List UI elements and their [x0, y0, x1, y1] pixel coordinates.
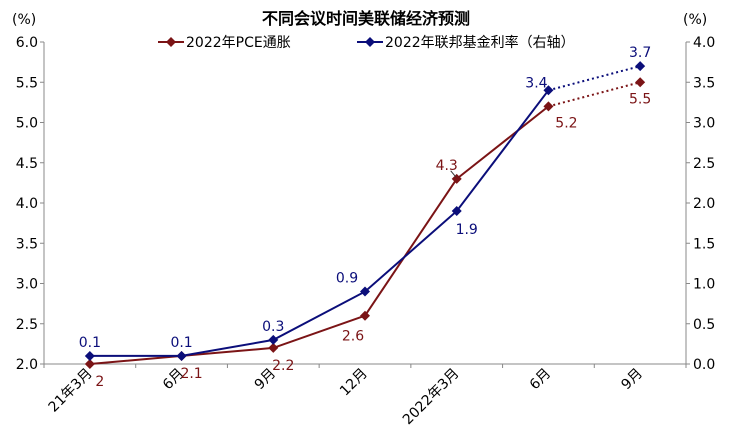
- data-point: [360, 310, 370, 321]
- x-tick-label: 21年3月: [46, 366, 96, 416]
- data-label: 2.2: [272, 358, 294, 374]
- y-left-tick-label: 3.0: [16, 277, 38, 293]
- y-right-tick-label: 0.5: [693, 317, 715, 333]
- data-label: 2: [95, 374, 104, 390]
- data-point: [176, 350, 187, 361]
- series-layer: [84, 61, 646, 369]
- y-right-tick-label: 1.5: [693, 236, 715, 252]
- y-left-tick-label: 5.5: [16, 75, 38, 91]
- y-left-tick-label: 5.0: [16, 116, 38, 132]
- y-right-tick-label: 1.0: [693, 277, 715, 293]
- data-label: 4.3: [436, 158, 458, 174]
- data-label: 0.1: [79, 335, 101, 351]
- data-label: 0.1: [170, 335, 192, 351]
- axes: 2.0 2.5 3.0 3.5 4.0 4.5 5.0 5.5 6.0 0.0 0.5 1.0 1.5 2…: [16, 35, 716, 428]
- series-line-1: [89, 89, 550, 357]
- data-label: 3.7: [629, 45, 651, 61]
- y-left-tick-label: 6.0: [16, 35, 38, 51]
- legend-item-fed-rate: 2022年联邦基金利率（右轴）: [357, 34, 575, 51]
- chart-title: 不同会议时间美联储经济预测: [262, 9, 470, 28]
- data-labels-layer: 2 2.1 2.2 2.6 4.3 5.2 5.5 0.1 0.1 0.3 0.9 1.9 3.4 3.7: [79, 45, 652, 390]
- data-label: 2.6: [342, 329, 364, 345]
- y-right-tick-label: 2.5: [693, 156, 715, 172]
- data-point: [268, 342, 279, 353]
- data-point: [360, 286, 370, 297]
- data-label: 0.9: [336, 271, 358, 287]
- x-tick-label: 2022年3月: [400, 366, 463, 429]
- data-label: 5.2: [555, 115, 577, 131]
- y-right-tick-label: 4.0: [693, 35, 715, 51]
- data-point: [451, 173, 462, 184]
- series-projection-line-1: [548, 65, 641, 92]
- data-point: [451, 206, 462, 217]
- legend: 2022年PCE通胀 2022年联邦基金利率（右轴）: [158, 34, 575, 51]
- y-right-tick-label: 0.0: [693, 357, 715, 373]
- y-right-tick-label: 2.0: [693, 196, 715, 212]
- y-left-tick-label: 4.0: [16, 196, 38, 212]
- legend-marker-pce: [166, 37, 176, 47]
- data-point: [84, 359, 95, 369]
- data-point: [543, 101, 554, 112]
- x-tick-label: 12月: [337, 366, 371, 400]
- legend-label-fed-rate: 2022年联邦基金利率（右轴）: [385, 34, 575, 51]
- x-tick-label: 6月: [527, 366, 555, 394]
- y-right-unit: (%): [683, 12, 707, 28]
- legend-item-pce: 2022年PCE通胀: [158, 35, 291, 51]
- data-point: [635, 61, 646, 72]
- data-label: 1.9: [456, 222, 478, 238]
- x-tick-label: 9月: [618, 366, 646, 394]
- data-point: [543, 85, 554, 96]
- y-right-tick-label: 3.0: [693, 116, 715, 132]
- y-left-unit: (%): [12, 12, 36, 28]
- data-label: 2.1: [180, 366, 202, 382]
- data-point: [635, 77, 646, 88]
- legend-marker-fed-rate: [365, 37, 375, 47]
- series-projection-line-0: [548, 81, 641, 108]
- y-left-tick-label: 2.5: [16, 317, 38, 333]
- data-label: 5.5: [629, 91, 651, 107]
- data-label: 3.4: [525, 75, 547, 91]
- y-left-tick-label: 2.0: [16, 357, 38, 373]
- series-line-0: [89, 105, 550, 365]
- data-point: [84, 350, 95, 361]
- data-label: 0.3: [262, 319, 284, 335]
- y-right-tick-label: 3.5: [693, 75, 715, 91]
- data-label-leader-line: [450, 170, 457, 178]
- legend-label-pce: 2022年PCE通胀: [186, 35, 291, 51]
- data-point: [268, 334, 279, 345]
- y-left-tick-label: 3.5: [16, 236, 38, 252]
- y-left-tick-label: 4.5: [16, 156, 38, 172]
